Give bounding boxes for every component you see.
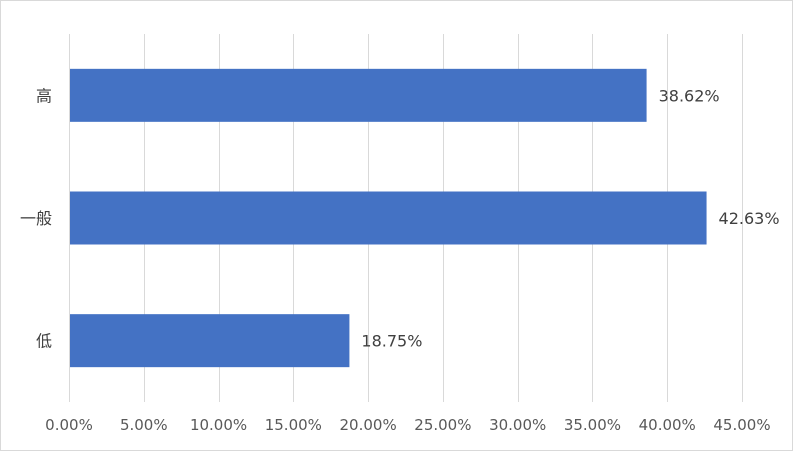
x-tick-label-8: 40.00% [639, 416, 696, 434]
category-label-0: 高 [36, 86, 52, 105]
x-tick-label-5: 25.00% [414, 416, 471, 434]
x-tick-label-6: 30.00% [489, 416, 546, 434]
x-tick-label-2: 10.00% [190, 416, 247, 434]
category-label-1: 一般 [20, 209, 52, 228]
x-tick-label-3: 15.00% [265, 416, 322, 434]
bar-0 [70, 68, 647, 122]
x-tick-label-7: 35.00% [564, 416, 621, 434]
data-label-1: 42.63% [719, 209, 780, 228]
x-tick-label-1: 5.00% [120, 416, 168, 434]
data-label-0: 38.62% [659, 86, 720, 105]
category-label-2: 低 [36, 332, 52, 351]
x-tick-label-9: 45.00% [713, 416, 770, 434]
x-tick-label-4: 20.00% [340, 416, 397, 434]
bar-1 [70, 191, 707, 245]
data-label-2: 18.75% [361, 332, 422, 351]
x-tick-label-0: 0.00% [45, 416, 93, 434]
bar-2 [70, 314, 350, 368]
